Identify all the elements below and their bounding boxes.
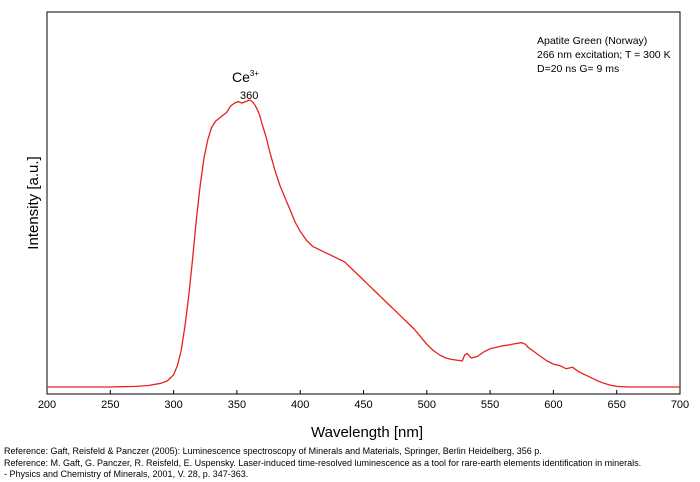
x-tick-label: 400 (291, 399, 309, 411)
sample-name: Apatite Green (Norway) (537, 35, 647, 47)
peak-ion-name: Ce (232, 69, 250, 85)
peak-wavelength-label: 360 (240, 90, 258, 102)
reference-line: Reference: Gaft, Reisfeld & Panczer (200… (4, 446, 542, 456)
x-tick-label: 200 (38, 399, 56, 411)
x-tick-label: 600 (544, 399, 562, 411)
x-tick-label: 650 (608, 399, 626, 411)
spectrum-line (47, 99, 680, 388)
y-axis-title: Intensity [a.u.] (25, 156, 42, 249)
reference-line: - Physics and Chemistry of Minerals, 200… (4, 469, 249, 479)
x-tick-label: 450 (354, 399, 372, 411)
luminescence-chart: 200 250 300 350 400 450 500 550 600 650 700 Wavele… (25, 11, 689, 441)
x-tick-label: 550 (481, 399, 499, 411)
x-tick-label: 500 (418, 399, 436, 411)
x-tick-label: 700 (671, 399, 689, 411)
x-axis-ticks: 200 250 300 350 400 450 500 550 600 650 700 (38, 390, 689, 411)
x-tick-label: 300 (164, 399, 182, 411)
x-tick-label: 250 (101, 399, 119, 411)
peak-ion-label: Ce3+ (232, 69, 259, 85)
x-tick-label: 350 (228, 399, 246, 411)
reference-line: Reference: M. Gaft, G. Panczer, R. Reisf… (4, 457, 642, 468)
series-layer (47, 99, 680, 388)
x-axis-title: Wavelength [nm] (311, 424, 423, 441)
gating-parameters: D=20 ns G= 9 ms (537, 63, 619, 75)
peak-ion-charge: 3+ (250, 69, 259, 78)
references-block: Reference: Gaft, Reisfeld & Panczer (200… (4, 446, 698, 481)
excitation-conditions: 266 nm excitation; T = 300 K (537, 49, 671, 61)
